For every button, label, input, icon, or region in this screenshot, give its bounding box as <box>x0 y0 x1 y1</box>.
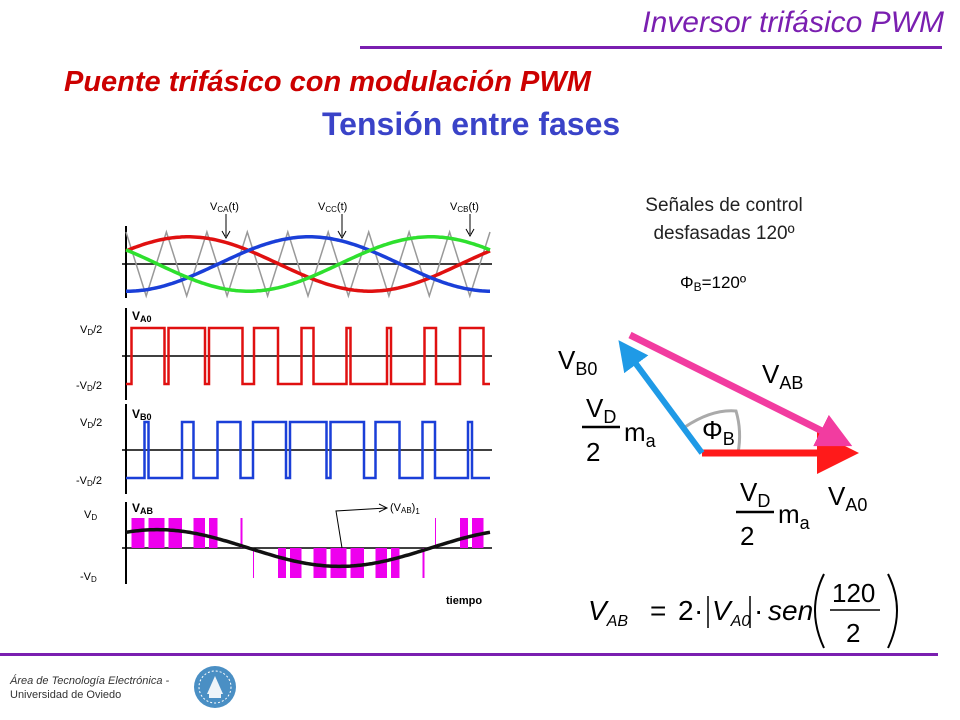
vb0-pwm-trace <box>126 420 490 480</box>
va0-panel: VA0 VD/2 -VD/2 <box>76 308 492 400</box>
svg-text:2: 2 <box>586 437 600 467</box>
label-vcc: VCC(t) <box>318 201 347 214</box>
footer-line1: Área de Tecnología Electrónica - <box>10 675 170 687</box>
vb0-magnitude: VD 2 ma <box>582 393 657 467</box>
vb0-panel: VB0 VD/2 -VD/2 <box>76 404 492 494</box>
label-va0: VA0 <box>132 309 152 324</box>
level-vab-neg: -VD <box>80 571 97 584</box>
control-signals-panel: VCA(t) VCC(t) VCB(t) <box>122 201 492 299</box>
vab-pulse <box>209 518 218 548</box>
svg-text:VD: VD <box>740 477 770 511</box>
control-note-line2: desfasadas 120º <box>653 223 795 244</box>
slide-title: Puente trifásico con modulación PWM <box>64 66 591 98</box>
vab-pulse <box>391 548 400 578</box>
level-vb0-pos: VD/2 <box>80 417 102 430</box>
level-vb0-neg: -VD/2 <box>76 475 102 488</box>
label-vab: VAB <box>132 501 154 516</box>
footer-line2: Universidad de Oviedo <box>10 689 122 701</box>
vab-panel: VAB VD -VD (VAB)1 tiempo <box>80 501 492 607</box>
header-title: Inversor trifásico PWM <box>642 6 944 39</box>
level-va0-neg: -VD/2 <box>76 380 102 393</box>
vab-formula: VAB = 2 · VA0 · sen 120 2 <box>588 573 898 649</box>
svg-text:120: 120 <box>832 578 875 608</box>
svg-text:sen: sen <box>768 595 813 626</box>
vab-pulse <box>460 518 468 548</box>
vab-pulse <box>313 548 327 578</box>
svg-text:=: = <box>650 595 666 626</box>
slide-subtitle: Tensión entre fases <box>322 106 621 142</box>
label-vb0-phasor: VB0 <box>558 345 597 379</box>
control-signal-c <box>125 235 491 293</box>
label-vab-fundamental: (VAB)1 <box>390 502 420 516</box>
svg-text:ma: ma <box>624 417 657 451</box>
level-va0-pos: VD/2 <box>80 324 102 337</box>
vector-vab <box>628 331 853 447</box>
label-va0-phasor: VA0 <box>828 481 867 515</box>
va0-magnitude: VD 2 ma <box>736 477 811 551</box>
arrow-vca <box>221 214 231 240</box>
level-vab-pos: VD <box>84 509 97 522</box>
phi-b-value: ΦB=120º <box>680 273 746 294</box>
label-vab-phasor: VAB <box>762 359 803 393</box>
footer-divider <box>0 653 938 656</box>
vab-pulse <box>330 548 347 578</box>
vab-pulse <box>253 548 254 578</box>
university-logo <box>194 666 236 708</box>
svg-text:VA0: VA0 <box>712 595 750 630</box>
vab-pulse <box>422 548 425 578</box>
svg-text:2: 2 <box>846 618 860 648</box>
fundamental-pointer-arrow <box>335 503 389 549</box>
label-vcb: VCB(t) <box>450 201 479 214</box>
vab-pulse <box>350 548 364 578</box>
vab-pulse <box>435 518 436 548</box>
svg-text:·: · <box>754 595 763 626</box>
footer-affiliation: Área de Tecnología Electrónica - Univers… <box>10 674 169 702</box>
time-axis-label: tiempo <box>446 595 482 607</box>
phasor-diagram: ΦB=120º VB0 VAB VA0 ΦB VD 2 ma VD 2 ma <box>558 273 867 551</box>
svg-text:ma: ma <box>778 499 811 533</box>
svg-text:VD: VD <box>586 393 616 427</box>
label-phi-b: ΦB <box>702 415 735 449</box>
label-vca: VCA(t) <box>210 201 239 214</box>
vab-pulse <box>131 518 145 548</box>
svg-text:2: 2 <box>740 521 754 551</box>
vab-pulse <box>240 518 243 548</box>
carrier-triangle-wave <box>125 229 491 299</box>
control-signals-note: Señales de control desfasadas 120º <box>600 192 848 248</box>
svg-text:2: 2 <box>678 595 694 626</box>
vab-pulse <box>148 518 165 548</box>
svg-text:VAB: VAB <box>588 595 628 630</box>
arrow-vcb <box>465 214 475 238</box>
svg-text:·: · <box>694 595 703 626</box>
vab-pulse <box>168 518 182 548</box>
header-divider <box>360 46 942 49</box>
arrow-vcc <box>337 214 347 240</box>
va0-pwm-trace <box>126 326 490 386</box>
label-vb0: VB0 <box>132 407 152 422</box>
vab-fundamental-trace <box>125 527 491 569</box>
control-note-line1: Señales de control <box>645 195 803 216</box>
vector-vb0 <box>618 340 705 455</box>
pwm-waveforms-figure: VCA(t) VCC(t) VCB(t) VA0 VD/2 -VD/2 VB0 … <box>76 201 492 607</box>
angle-arc <box>684 409 742 454</box>
vab-pulse <box>278 548 286 578</box>
